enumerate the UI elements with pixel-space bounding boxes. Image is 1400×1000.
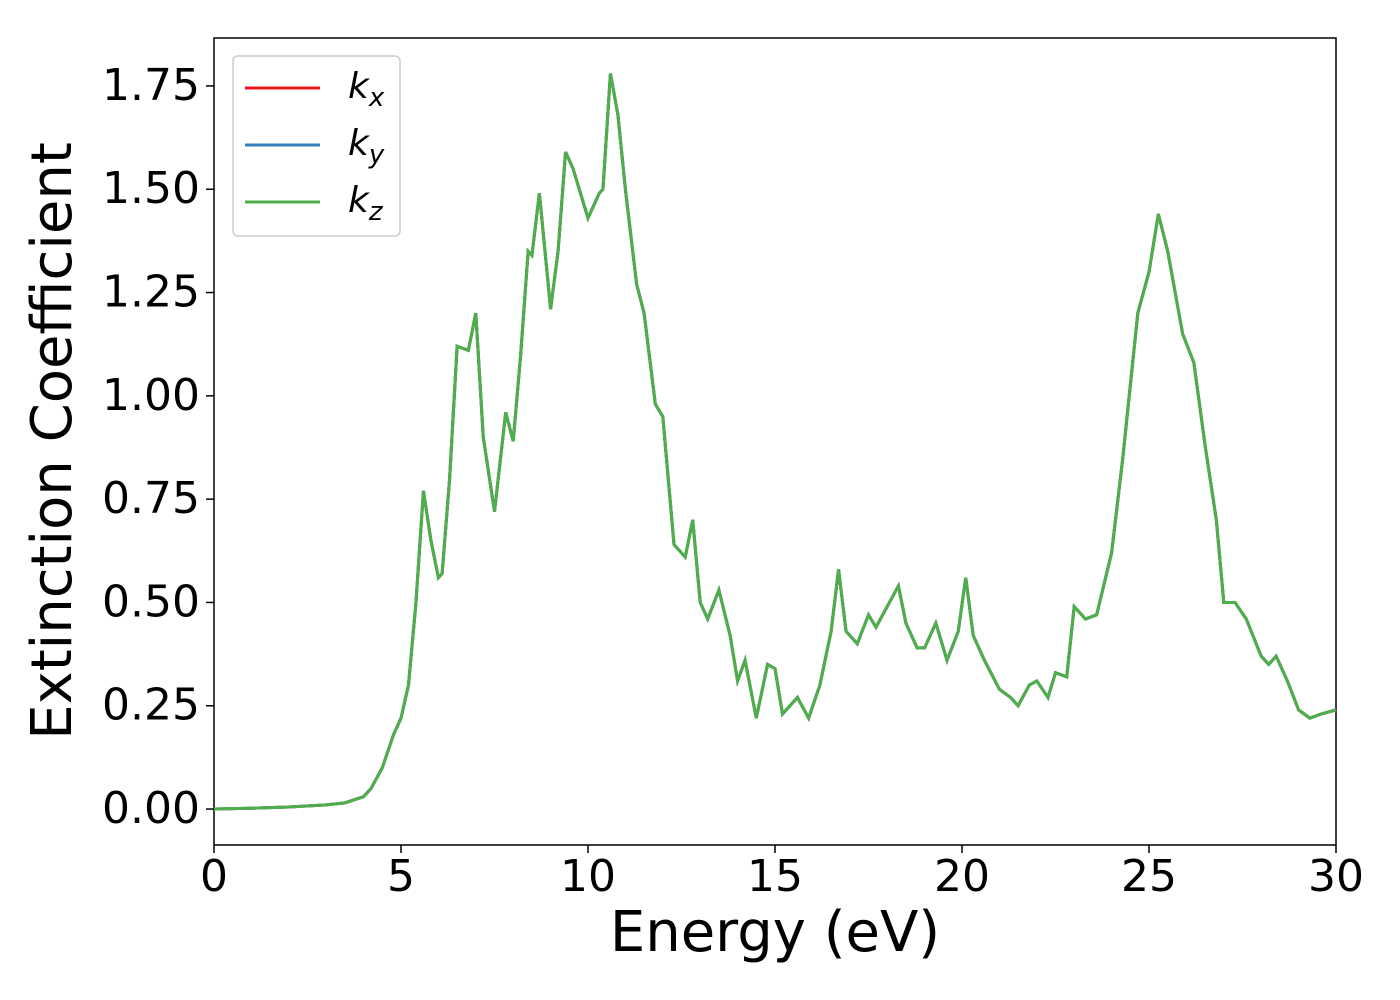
y-tick-label: 0.50 [102, 576, 200, 627]
legend-subscript: x [368, 83, 385, 113]
x-axis-label: Energy (eV) [610, 900, 940, 965]
y-tick-label: 0.25 [102, 680, 200, 731]
x-tick-label: 30 [1308, 851, 1364, 902]
y-axis-label: Extinction Coefficient [20, 142, 85, 740]
x-tick-label: 20 [934, 851, 990, 902]
x-tick-label: 15 [747, 851, 803, 902]
legend-subscript: y [368, 140, 385, 170]
x-tick-label: 25 [1121, 851, 1177, 902]
x-tick-label: 10 [560, 851, 616, 902]
y-tick-label: 1.75 [102, 60, 200, 111]
y-tick-label: 1.50 [102, 163, 200, 214]
y-tick-label: 1.00 [102, 370, 200, 421]
x-tick-label: 0 [200, 851, 228, 902]
series-line [213, 73, 1337, 811]
x-tick-label: 5 [387, 851, 415, 902]
y-tick-label: 0.00 [102, 783, 200, 834]
y-tick-label: 1.25 [102, 267, 200, 318]
legend-subscript: z [368, 197, 384, 227]
y-tick-label: 0.75 [102, 473, 200, 524]
